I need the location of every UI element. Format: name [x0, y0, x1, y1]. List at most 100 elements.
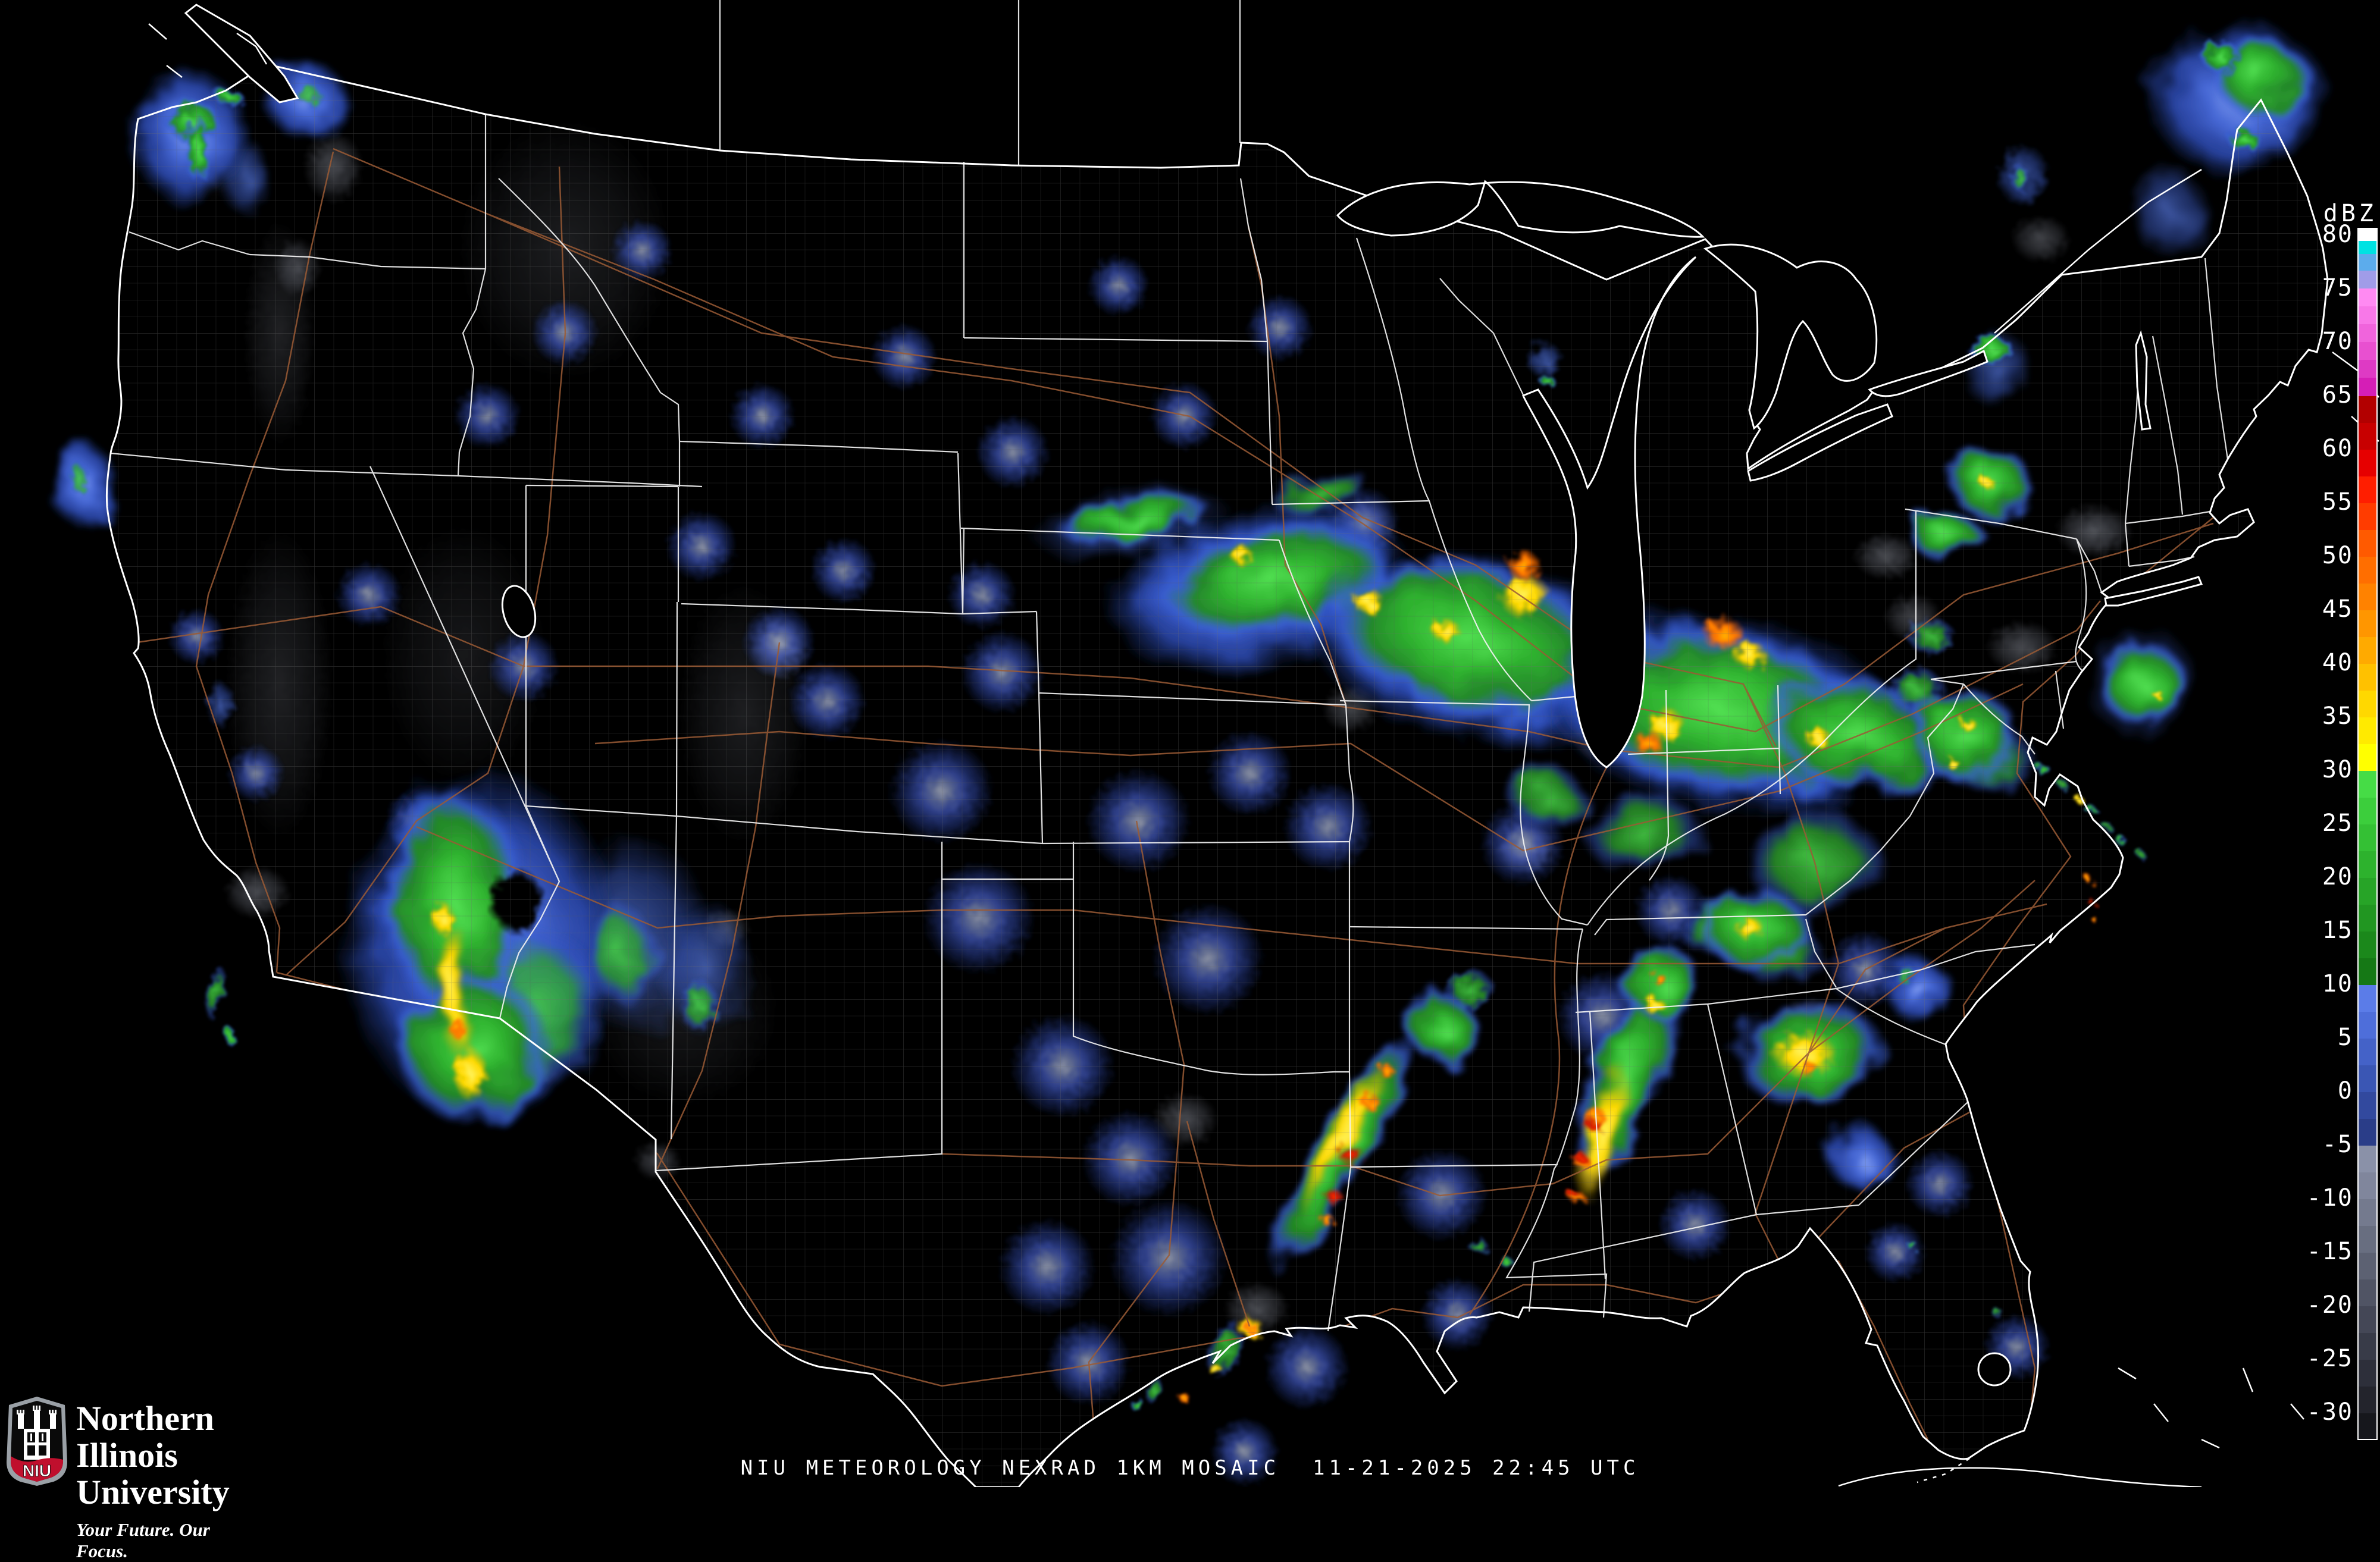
radar-mosaic-page: { "caption": { "product": "NIU METEOROLO…	[7, 0, 2379, 1561]
vancouver-island	[184, 4, 299, 103]
niu-shield-logo: NIU	[7, 1397, 67, 1486]
radar-echo-orange	[450, 1016, 466, 1042]
colorbar-segment	[2359, 851, 2376, 878]
colorbar-tick: -20	[2306, 1291, 2353, 1319]
florida-keys	[1916, 1457, 1970, 1483]
colorbar-segment	[2359, 878, 2376, 905]
colorbar-segment	[2359, 1333, 2376, 1360]
reflectivity-colorbar	[2357, 228, 2378, 1440]
colorbar-tick: -25	[2306, 1345, 2353, 1372]
shield-niu-text: NIU	[23, 1461, 51, 1480]
colorbar-segment	[2359, 1226, 2376, 1253]
colorbar-tick: 45	[2322, 595, 2353, 623]
colorbar-segment	[2359, 1387, 2376, 1413]
cuba-coast	[1838, 1467, 2202, 1487]
colorbar-segment	[2359, 1172, 2376, 1199]
colorbar-tick: -10	[2306, 1184, 2353, 1212]
colorbar-segment	[2359, 1360, 2376, 1387]
colorbar-segment	[2359, 610, 2376, 637]
bahamas-islands	[2118, 1367, 2304, 1449]
colorbar-segment	[2359, 1279, 2376, 1306]
colorbar-tick: 40	[2322, 649, 2353, 676]
state-boundaries	[110, 0, 2229, 1332]
colorbar-tick: 70	[2322, 328, 2353, 355]
colorbar-tick: 10	[2322, 970, 2353, 998]
colorbar-tick: 65	[2322, 381, 2353, 409]
radar-echo-orange	[1179, 1394, 1192, 1404]
colorbar-segment	[2359, 241, 2376, 254]
lake-michigan	[1522, 256, 1697, 769]
radar-map	[48, 0, 2379, 1487]
colorbar-segment	[2359, 271, 2376, 288]
radar-echo-yellow	[452, 1045, 488, 1102]
colorbar-segment	[2359, 530, 2376, 557]
colorbar-segment	[2359, 1413, 2376, 1439]
colorbar-segment	[2359, 1253, 2376, 1279]
university-name: Northern Illinois University	[76, 1399, 230, 1511]
colorbar-segment	[2359, 306, 2376, 324]
colorbar-segment	[2359, 360, 2376, 378]
colorbar-tick: 35	[2322, 702, 2353, 730]
radar-echo-green	[2035, 763, 2049, 774]
colorbar-segment	[2359, 450, 2376, 476]
colorbar-segment	[2359, 1199, 2376, 1226]
colorbar-unit-label: dBZ	[2323, 200, 2377, 227]
long-island	[2104, 576, 2203, 607]
colorbar-tick: -15	[2306, 1238, 2353, 1265]
radar-echo-green	[2116, 836, 2127, 846]
colorbar-segment	[2359, 1119, 2376, 1146]
radar-echo-orange	[2092, 918, 2099, 924]
radar-echo-green-light	[68, 461, 89, 497]
colorbar-segment	[2359, 324, 2376, 342]
colorbar-segment	[2359, 557, 2376, 584]
radar-echo-green	[2200, 40, 2241, 73]
bc-coast-squiggles	[148, 23, 268, 78]
lake-champlain	[2135, 330, 2152, 431]
colorbar-segment	[2359, 824, 2376, 851]
colorbar-segment	[2359, 503, 2376, 530]
st-lawrence-north-bank	[1994, 168, 2202, 334]
colorbar-tick: -5	[2322, 1131, 2353, 1158]
colorbar-segment	[2359, 744, 2376, 771]
great-lakes	[184, 4, 2203, 1387]
colorbar-tick: 0	[2337, 1077, 2353, 1105]
castle-icon	[17, 1406, 57, 1460]
colorbar-tick: 80	[2322, 221, 2353, 248]
radar-echo-yellow	[2153, 691, 2165, 701]
colorbar-segment	[2359, 985, 2376, 1012]
radar-echo-yellow	[1207, 1363, 1223, 1376]
colorbar-tick: -30	[2306, 1398, 2353, 1426]
colorbar-segment	[2359, 476, 2376, 503]
colorbar-segment	[2359, 931, 2376, 958]
colorbar-segment	[2359, 1065, 2376, 1092]
great-salt-lake	[501, 585, 537, 638]
product-caption: NIU METEOROLOGY NEXRAD 1KM MOSAIC 11-21-…	[740, 1456, 1640, 1480]
gray-clutter	[2011, 215, 2071, 263]
colorbar-tick: 5	[2337, 1024, 2353, 1051]
colorbar-segment	[2359, 254, 2376, 271]
colorbar-segment	[2359, 1012, 2376, 1039]
radar-echo-green-light	[203, 967, 227, 1018]
colorbar-segment	[2359, 905, 2376, 931]
radar-echo-green-light	[2137, 851, 2147, 860]
colorbar-segment	[2359, 229, 2376, 241]
colorbar-segment	[2359, 396, 2376, 423]
colorbar-segment	[2359, 798, 2376, 824]
colorbar-segment	[2359, 637, 2376, 664]
university-tagline: Your Future. Our Focus.	[76, 1519, 210, 1561]
colorbar-segment	[2359, 1306, 2376, 1333]
clutter-site	[1264, 1324, 1349, 1410]
colorbar-tick: 60	[2322, 435, 2353, 462]
colorbar-segment	[2359, 423, 2376, 450]
colorbar-segment	[2359, 664, 2376, 691]
colorbar-segment	[2359, 1146, 2376, 1172]
lake-okeechobee	[1977, 1352, 2012, 1387]
colorbar-tick: 75	[2322, 274, 2353, 302]
clutter-site	[1210, 1417, 1279, 1486]
colorbar-tick: 20	[2322, 863, 2353, 890]
radar-echo-green	[1130, 1395, 1142, 1412]
shield-red-band	[11, 1456, 63, 1482]
colorbar-segment	[2359, 771, 2376, 798]
colorbar-tick: 25	[2322, 810, 2353, 837]
colorbar-segment	[2359, 342, 2376, 360]
